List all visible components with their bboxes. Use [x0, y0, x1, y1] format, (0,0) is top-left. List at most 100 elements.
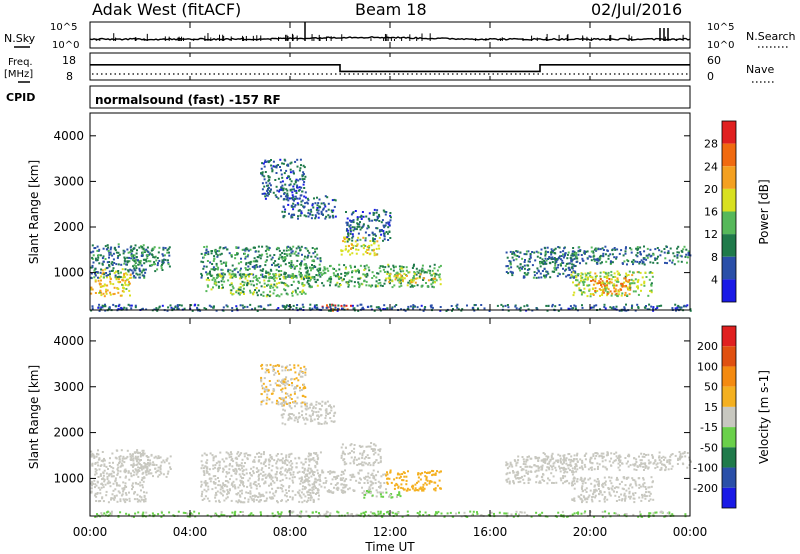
scatter-cell: [276, 286, 279, 289]
scatter-cell: [275, 248, 278, 251]
scatter-cell: [519, 480, 522, 483]
scatter-cell: [352, 460, 355, 463]
scatter-cell: [284, 195, 287, 198]
scatter-cell: [396, 496, 398, 498]
scatter-cell: [249, 291, 252, 294]
scatter-cell: [289, 246, 292, 249]
scatter-cell: [205, 248, 208, 251]
scatter-cell: [244, 255, 247, 258]
scatter-cell: [269, 383, 272, 386]
scatter-cell: [226, 472, 229, 475]
scatter-cell: [297, 364, 300, 367]
scatter-cell: [273, 275, 275, 277]
scatter-cell: [392, 264, 395, 267]
scatter-cell: [211, 278, 214, 281]
scatter-cell: [304, 276, 306, 278]
scatter-cell: [310, 496, 312, 499]
scatter-cell: [621, 285, 624, 288]
scatter-cell: [214, 278, 217, 281]
scatter-cell: [573, 253, 576, 255]
scatter-cell: [626, 294, 629, 297]
scatter-cell: [294, 405, 296, 408]
scatter-cell: [133, 498, 136, 501]
scatter-cell: [290, 468, 293, 471]
scatter-cell: [201, 464, 204, 467]
scatter-cell: [236, 463, 239, 466]
scatter-cell: [565, 268, 568, 271]
scatter-cell: [333, 274, 336, 277]
scatter-cell: [232, 460, 235, 463]
scatter-cell: [90, 450, 93, 453]
scatter-cell: [237, 246, 240, 249]
scatter-cell: [583, 252, 586, 255]
scatter-cell: [361, 456, 364, 459]
scatter-cell: [130, 454, 133, 457]
scatter-cell: [545, 304, 548, 307]
scatter-cell: [602, 452, 605, 455]
scatter-cell: [96, 452, 98, 455]
scatter-cell: [406, 489, 409, 492]
scatter-cell: [430, 283, 433, 286]
scatter-cell: [100, 459, 103, 462]
scatter-cell: [108, 461, 111, 464]
scatter-cell: [241, 280, 244, 283]
scatter-cell: [108, 306, 111, 309]
scatter-cell: [354, 265, 356, 268]
scatter-cell: [301, 253, 303, 256]
scatter-cell: [302, 386, 305, 389]
scatter-cell: [201, 274, 203, 277]
scatter-cell: [349, 462, 352, 465]
scatter-cell: [300, 405, 303, 408]
scatter-cell: [102, 459, 105, 462]
scatter-cell: [309, 420, 312, 423]
scatter-cell: [368, 219, 371, 222]
scatter-cell: [263, 165, 266, 168]
scatter-cell: [338, 268, 341, 271]
scatter-cell: [306, 491, 309, 494]
scatter-cell: [143, 452, 146, 455]
scatter-cell: [488, 310, 491, 312]
scatter-cell: [276, 399, 278, 402]
scatter-cell: [267, 184, 269, 187]
scatter-cell: [254, 495, 257, 498]
scatter-cell: [277, 263, 280, 266]
scatter-cell: [435, 279, 438, 282]
scatter-cell: [222, 467, 225, 470]
scatter-cell: [212, 259, 215, 262]
scatter-cell: [264, 371, 267, 374]
scatter-cell: [317, 270, 320, 272]
scatter-cell: [289, 168, 292, 171]
scatter-cell: [403, 277, 406, 280]
scatter-cell: [375, 253, 378, 256]
scatter-cell: [272, 273, 275, 276]
scatter-cell: [438, 276, 441, 279]
scatter-cell: [308, 273, 311, 276]
scatter-cell: [209, 480, 212, 483]
scatter-cell: [317, 415, 320, 418]
scatter-cell: [139, 259, 142, 262]
scatter-cell: [356, 464, 359, 466]
scatter-cell: [230, 453, 233, 456]
scatter-cell: [261, 188, 264, 191]
scatter-cell: [427, 279, 430, 282]
scatter-cell: [380, 233, 383, 236]
scatter-cell: [252, 466, 255, 469]
scatter-cell: [290, 260, 293, 262]
scatter-cell: [369, 240, 372, 242]
scatter-cell: [610, 278, 613, 281]
scatter-cell: [362, 236, 365, 239]
scatter-cell: [276, 384, 279, 387]
scatter-cell: [589, 271, 592, 274]
scatter-cell: [313, 485, 316, 488]
scatter-cell: [602, 288, 605, 291]
scatter-cell: [241, 501, 244, 504]
scatter-cell: [132, 465, 134, 468]
scatter-cell: [343, 304, 346, 307]
scatter-cell: [160, 265, 163, 268]
scatter-cell: [550, 465, 553, 468]
scatter-cell: [332, 272, 335, 275]
scatter-cell: [399, 475, 402, 478]
scatter-cell: [394, 273, 397, 276]
scatter-cell: [284, 469, 287, 472]
scatter-cell: [317, 498, 320, 501]
